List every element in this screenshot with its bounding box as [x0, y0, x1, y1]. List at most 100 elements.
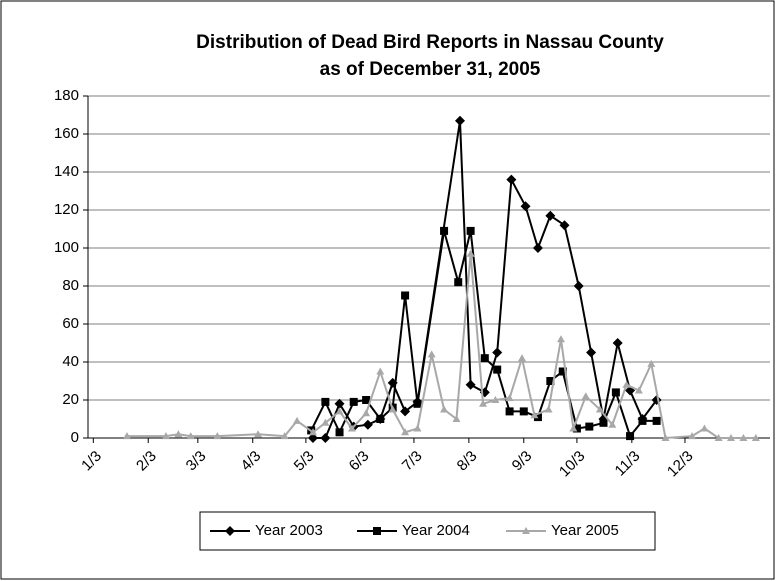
- marker: [440, 226, 449, 235]
- legend-label: Year 2003: [255, 522, 323, 539]
- marker: [186, 432, 195, 440]
- marker: [522, 527, 530, 534]
- y-tick-label: 60: [62, 315, 79, 332]
- marker: [454, 278, 463, 287]
- marker: [400, 406, 411, 417]
- marker: [466, 249, 475, 257]
- marker: [532, 243, 543, 253]
- marker: [321, 397, 330, 406]
- marker: [320, 433, 331, 443]
- marker: [520, 201, 531, 212]
- marker: [611, 388, 620, 397]
- marker: [373, 527, 381, 535]
- marker: [714, 434, 723, 441]
- marker: [506, 174, 517, 185]
- marker: [585, 422, 594, 431]
- marker: [321, 418, 330, 426]
- y-tick-label: 20: [62, 391, 79, 408]
- y-tick-label: 100: [54, 239, 79, 256]
- marker: [293, 416, 302, 424]
- marker: [466, 226, 475, 235]
- chart-title: as of December 31, 2005: [320, 59, 541, 80]
- marker: [559, 220, 570, 231]
- marker: [622, 380, 631, 388]
- marker: [362, 419, 373, 430]
- legend-box: [199, 511, 656, 551]
- marker: [452, 415, 461, 422]
- marker: [634, 386, 643, 394]
- marker: [213, 432, 222, 440]
- marker: [688, 432, 697, 440]
- marker: [608, 420, 617, 428]
- legend-label: Year 2005: [551, 522, 619, 539]
- marker: [612, 338, 623, 348]
- marker: [595, 405, 604, 413]
- marker: [652, 416, 661, 425]
- marker: [581, 392, 590, 400]
- marker: [546, 377, 555, 385]
- marker: [647, 359, 656, 367]
- marker: [544, 405, 553, 413]
- marker: [586, 347, 597, 358]
- marker: [413, 399, 422, 408]
- marker: [427, 350, 436, 358]
- marker: [307, 433, 318, 443]
- marker: [519, 407, 528, 416]
- marker: [533, 413, 542, 422]
- marker: [751, 434, 760, 441]
- marker: [573, 281, 584, 291]
- marker: [388, 405, 397, 413]
- marker: [479, 399, 488, 407]
- marker: [335, 407, 344, 415]
- marker: [335, 428, 344, 437]
- marker: [661, 434, 670, 441]
- marker: [308, 428, 317, 436]
- marker: [161, 432, 170, 440]
- marker: [174, 430, 183, 438]
- marker: [334, 398, 345, 409]
- marker: [518, 354, 526, 362]
- y-tick-label: 140: [54, 163, 79, 180]
- marker: [254, 430, 263, 438]
- marker: [225, 526, 235, 536]
- marker: [362, 409, 371, 417]
- chart-title: Distribution of Dead Bird Reports in Nas…: [196, 32, 664, 53]
- y-tick-label: 0: [71, 429, 79, 446]
- marker: [505, 407, 514, 416]
- marker: [700, 424, 709, 432]
- y-tick-label: 180: [54, 87, 79, 104]
- marker: [455, 115, 465, 126]
- marker: [349, 397, 358, 406]
- marker: [413, 424, 422, 432]
- marker: [401, 428, 410, 436]
- marker: [122, 432, 131, 440]
- marker: [401, 291, 410, 300]
- marker: [376, 367, 385, 375]
- y-tick-label: 160: [54, 125, 79, 142]
- marker: [505, 394, 514, 402]
- marker: [739, 434, 748, 441]
- marker: [362, 396, 371, 404]
- marker: [280, 432, 289, 440]
- marker: [556, 335, 565, 343]
- marker: [626, 432, 635, 441]
- y-tick-label: 120: [54, 201, 79, 218]
- marker: [480, 354, 489, 363]
- marker: [376, 415, 385, 423]
- marker: [465, 379, 476, 390]
- marker: [638, 416, 647, 425]
- marker: [558, 367, 567, 376]
- marker: [493, 365, 502, 374]
- marker: [492, 347, 503, 358]
- legend-label: Year 2004: [402, 522, 470, 539]
- marker: [599, 418, 608, 427]
- marker: [727, 434, 736, 441]
- marker: [545, 210, 556, 221]
- marker: [440, 405, 449, 413]
- marker: [569, 424, 578, 432]
- marker: [347, 424, 356, 432]
- y-tick-label: 80: [62, 277, 79, 294]
- marker: [572, 424, 581, 433]
- marker: [491, 396, 500, 403]
